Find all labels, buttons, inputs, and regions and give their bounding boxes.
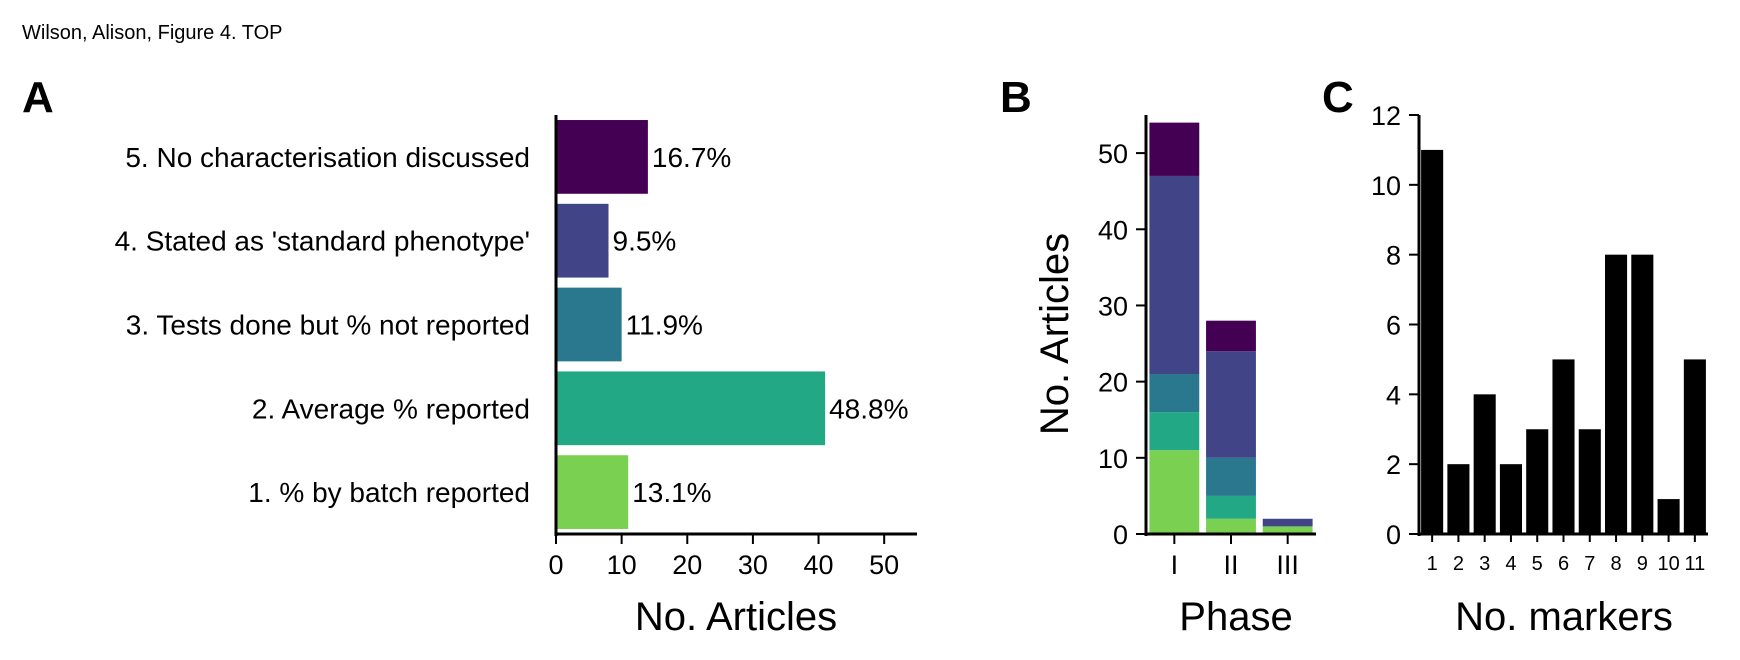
panel-a: A 1. % by batch reported 2. Average % rep… <box>22 73 917 639</box>
panel-c-bar-3 <box>1473 394 1496 534</box>
panel-c-bar-6 <box>1552 359 1575 534</box>
panel-a-category-label-3: 3. Tests done but % not reported <box>126 310 530 341</box>
panel-a-letter: A <box>22 73 54 122</box>
panel-c-x-tick-label: 3 <box>1479 553 1490 575</box>
panel-a-bar-5 <box>556 120 648 194</box>
panel-b-bar-I-segment-2 <box>1149 412 1200 451</box>
panel-c-y-tick-label: 0 <box>1386 520 1401 550</box>
panel-b-bar-I-segment-3 <box>1149 374 1200 413</box>
panel-a-bar-3 <box>556 287 622 362</box>
panel-b-bar-II-segment-4 <box>1206 351 1256 458</box>
panel-c-x-tick-label: 4 <box>1505 553 1516 575</box>
panel-a-bar-2 <box>556 371 826 446</box>
panel-b-bar-II-segment-2 <box>1206 495 1256 519</box>
panel-c-y-tick-label: 6 <box>1386 311 1401 341</box>
panel-c-bar-10 <box>1657 499 1680 534</box>
panel-c-bar-9 <box>1631 254 1654 534</box>
panel-b-letter: B <box>1000 73 1032 122</box>
panel-c-y-tick-label: 2 <box>1386 450 1401 480</box>
panel-c-x-axis-title: No. markers <box>1455 595 1673 639</box>
panel-c-y-tick-label: 8 <box>1386 241 1401 271</box>
figure-header: Wilson, Alison, Figure 4. TOP <box>22 22 283 44</box>
panel-b-bar-III-segment-4 <box>1262 518 1313 527</box>
panel-c-bar-1 <box>1421 149 1444 534</box>
panel-b-bar-II-segment-3 <box>1206 457 1256 496</box>
panel-a-x-axis-title: No. Articles <box>635 595 837 639</box>
panel-a-data-label-1: 13.1% <box>632 477 711 508</box>
panel-b-x-tick-label: II <box>1223 550 1238 580</box>
panel-a-x-tick-label: 30 <box>738 550 768 580</box>
panel-a-data-label-4: 9.5% <box>613 226 677 257</box>
panel-a-bar-4 <box>556 203 609 278</box>
panel-c-x-tick-label: 11 <box>1684 553 1705 575</box>
panel-a-category-label-4: 4. Stated as 'standard phenotype' <box>115 226 530 257</box>
panel-c-bar-2 <box>1447 464 1470 534</box>
panel-a-category-label-2: 2. Average % reported <box>252 393 530 424</box>
panel-c-bar-11 <box>1683 359 1706 534</box>
panel-b-x-axis-title: Phase <box>1179 595 1292 639</box>
panel-c-bar-5 <box>1526 429 1549 534</box>
panel-a-data-label-5: 16.7% <box>652 142 731 173</box>
panel-b-y-axis-title: No. Articles <box>1033 233 1077 435</box>
panel-a-x-tick-label: 20 <box>672 550 702 580</box>
panel-b-x-tick-label: III <box>1276 550 1299 580</box>
panel-c-y-tick-label: 4 <box>1386 380 1401 410</box>
panel-c-x-tick-label: 2 <box>1453 553 1464 575</box>
panel-c-x-tick-label: 9 <box>1637 553 1648 575</box>
panel-c-x-tick-label: 6 <box>1558 553 1569 575</box>
panel-c-x-tick-label: 8 <box>1610 553 1621 575</box>
panel-b-bar-II-segment-5 <box>1206 320 1256 352</box>
panel-b-bar-I-segment-1 <box>1149 450 1200 534</box>
panel-c-x-tick-label: 1 <box>1427 553 1438 575</box>
panel-b-bar-I-segment-5 <box>1149 122 1200 176</box>
panel-a-category-label-5: 5. No characterisation discussed <box>125 142 530 173</box>
panel-b-y-tick-label: 20 <box>1098 368 1128 398</box>
panel-b-y-tick-label: 0 <box>1113 520 1128 550</box>
panel-c-y-tick-label: 10 <box>1371 171 1401 201</box>
panel-c-x-tick-label: 10 <box>1657 553 1679 575</box>
panel-b-bar-I-segment-4 <box>1149 175 1200 375</box>
panel-b-y-tick-label: 40 <box>1098 215 1128 245</box>
panel-a-category-label-1: 1. % by batch reported <box>248 477 530 508</box>
panel-c-y-tick-label: 12 <box>1371 101 1401 131</box>
panel-c-x-tick-label: 5 <box>1532 553 1543 575</box>
panel-c-bar-8 <box>1605 254 1628 534</box>
panel-a-x-tick-label: 50 <box>869 550 899 580</box>
panel-c-letter: C <box>1322 73 1354 122</box>
panel-a-x-tick-label: 0 <box>548 550 563 580</box>
panel-c-bar-7 <box>1578 429 1601 534</box>
panel-b-bar-III-segment-1 <box>1262 526 1313 534</box>
panel-b-bar-II-segment-1 <box>1206 518 1256 534</box>
panel-b-y-tick-label: 30 <box>1098 291 1128 321</box>
panel-a-data-label-3: 11.9% <box>626 310 703 341</box>
panel-a-data-label-2: 48.8% <box>829 393 908 424</box>
panel-a-bar-1 <box>556 455 629 529</box>
panel-a-x-tick-label: 40 <box>804 550 834 580</box>
panel-c-bar-4 <box>1499 464 1522 534</box>
panel-b-y-tick-label: 50 <box>1098 139 1128 169</box>
panel-c-x-tick-label: 7 <box>1584 553 1595 575</box>
panel-b-x-tick-label: I <box>1171 550 1179 580</box>
panel-b-y-tick-label: 10 <box>1098 444 1128 474</box>
panel-a-x-tick-label: 10 <box>607 550 637 580</box>
